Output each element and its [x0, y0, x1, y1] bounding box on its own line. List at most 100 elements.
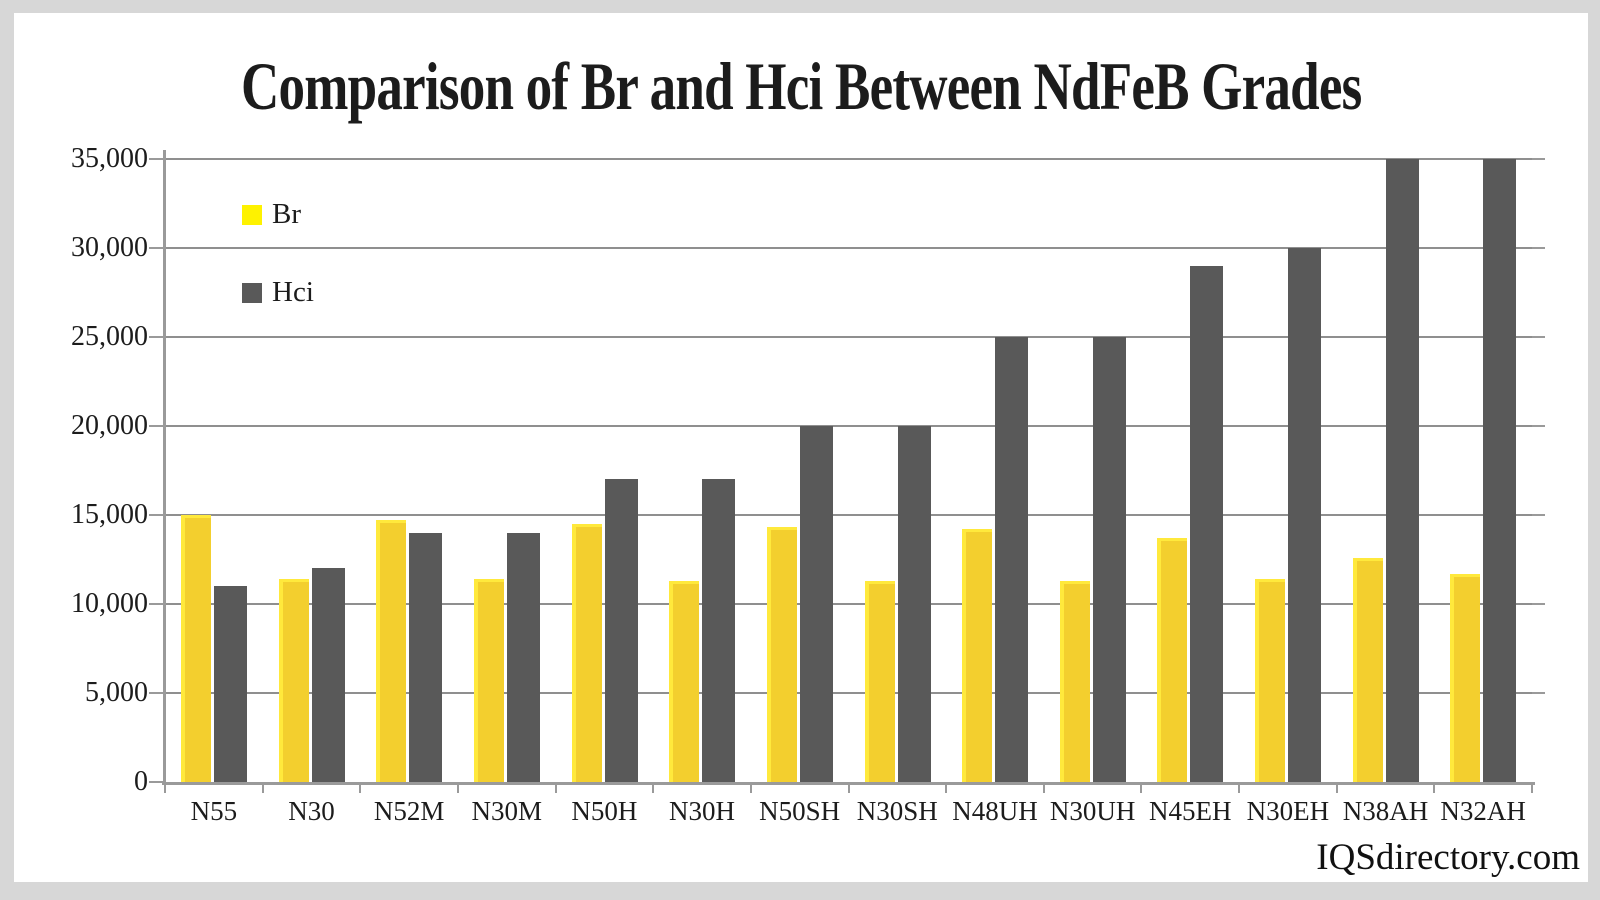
x-axis-category-label: N30: [288, 796, 335, 826]
bar-br: [1157, 538, 1188, 782]
x-axis-category-label: N52M: [373, 796, 445, 826]
legend-label-hci: Hci: [272, 276, 314, 308]
y-axis-right-tick: [1532, 247, 1545, 249]
y-axis-right-tick: [1532, 425, 1545, 427]
bar-hci: [311, 568, 345, 782]
x-axis-tick: [1335, 782, 1338, 793]
x-axis-tick: [456, 782, 459, 793]
y-axis-tick-label: 20,000: [71, 410, 148, 441]
gridline: [165, 336, 1532, 338]
x-axis-tick: [847, 782, 850, 793]
watermark: IQSdirectory.com: [1316, 837, 1580, 878]
bar-hci: [1092, 337, 1126, 782]
bar-hci: [506, 533, 540, 782]
y-axis-tick-label: 0: [134, 766, 148, 797]
x-axis-tick: [359, 782, 362, 793]
x-axis-category-label: N55: [190, 796, 238, 826]
y-axis-tick: [149, 603, 165, 605]
bar-hci: [1385, 159, 1419, 782]
bar-br: [473, 579, 504, 782]
y-axis-tick-label: 30,000: [71, 232, 148, 263]
gridline: [165, 158, 1532, 160]
x-axis-category-label: N50H: [571, 796, 638, 826]
gridline: [165, 603, 1532, 605]
chart-panel: Comparison of Br and Hci Between NdFeB G…: [14, 13, 1588, 882]
gridline: [165, 247, 1532, 249]
y-axis-tick-label: 15,000: [71, 499, 148, 530]
x-axis-category-label: N45EH: [1149, 796, 1232, 826]
legend-swatch-br: [242, 204, 262, 225]
bar-br: [766, 527, 797, 782]
y-axis-tick-label: 25,000: [71, 321, 148, 352]
y-axis-tick: [149, 425, 165, 427]
legend: Br Hci: [242, 200, 314, 356]
y-axis-tick-label: 10,000: [71, 588, 148, 619]
y-axis-right-tick: [1532, 158, 1545, 160]
y-axis-right-tick: [1532, 603, 1545, 605]
y-axis-right-tick: [1532, 336, 1545, 338]
bar-hci: [409, 533, 443, 782]
legend-label-br: Br: [272, 198, 301, 230]
y-axis-tick: [149, 247, 165, 249]
x-axis-tick: [652, 782, 655, 793]
bar-br: [962, 529, 993, 782]
bar-br: [669, 581, 700, 782]
x-axis-tick: [261, 782, 264, 793]
x-axis-category-label: N30H: [669, 796, 736, 826]
x-axis-tick: [749, 782, 752, 793]
bar-br: [1352, 558, 1383, 782]
x-axis-tick: [1238, 782, 1241, 793]
bar-br: [181, 515, 211, 782]
bar-br: [571, 524, 602, 782]
x-axis-tick: [1140, 782, 1143, 793]
bar-hci: [995, 337, 1029, 782]
x-axis-tick: [164, 782, 166, 793]
bar-hci: [214, 586, 247, 782]
x-axis-tick: [945, 782, 948, 793]
legend-entry-br: Br: [242, 200, 314, 229]
bar-hci: [702, 479, 736, 782]
bar-hci: [1483, 159, 1517, 782]
bar-br: [1450, 574, 1481, 782]
y-axis-tick: [149, 158, 165, 160]
y-axis-tick: [149, 781, 165, 783]
y-axis-tick: [149, 692, 165, 694]
y-axis-tick: [149, 336, 165, 338]
bar-hci: [897, 426, 931, 782]
y-axis-line: [163, 150, 166, 782]
bar-hci: [1288, 248, 1322, 782]
y-axis-right-tick: [1532, 692, 1545, 694]
x-axis-category-label: N50SH: [759, 796, 841, 826]
bar-hci: [799, 426, 833, 782]
y-axis-tick: [149, 514, 165, 516]
x-axis-tick: [1433, 782, 1436, 793]
gridline: [165, 514, 1532, 516]
x-axis-category-label: N48UH: [952, 796, 1038, 826]
x-axis-category-label: N30EH: [1246, 796, 1330, 826]
chart-title: Comparison of Br and Hci Between NdFeB G…: [14, 47, 1588, 126]
x-axis-category-label: N30UH: [1049, 796, 1136, 826]
y-axis-right-tick: [1532, 514, 1545, 516]
y-axis-tick-label: 5,000: [85, 677, 148, 708]
legend-swatch-hci: [242, 282, 262, 303]
y-axis-tick-label: 35,000: [71, 143, 148, 174]
x-axis-tick: [1042, 782, 1045, 793]
x-axis-tick: [1531, 782, 1533, 793]
bar-br: [1059, 581, 1090, 782]
x-axis-category-label: N32AH: [1440, 796, 1526, 826]
bar-br: [1255, 579, 1286, 782]
x-axis-category-label: N30M: [471, 796, 542, 826]
x-axis-category-label: N38AH: [1342, 796, 1429, 826]
bar-hci: [604, 479, 638, 782]
gridline: [165, 692, 1532, 694]
bar-br: [864, 581, 895, 782]
legend-entry-hci: Hci: [242, 278, 314, 307]
bar-br: [278, 579, 309, 782]
bar-br: [376, 520, 407, 782]
gridline: [165, 425, 1532, 427]
plot-area: 0 5,000 10,000 15,000 20,000 25,000 30,000 35,0…: [71, 143, 1545, 826]
x-axis-tick: [554, 782, 557, 793]
x-axis-category-label: N30SH: [856, 796, 938, 826]
chart-title-text: Comparison of Br and Hci Between NdFeB G…: [240, 48, 1362, 124]
